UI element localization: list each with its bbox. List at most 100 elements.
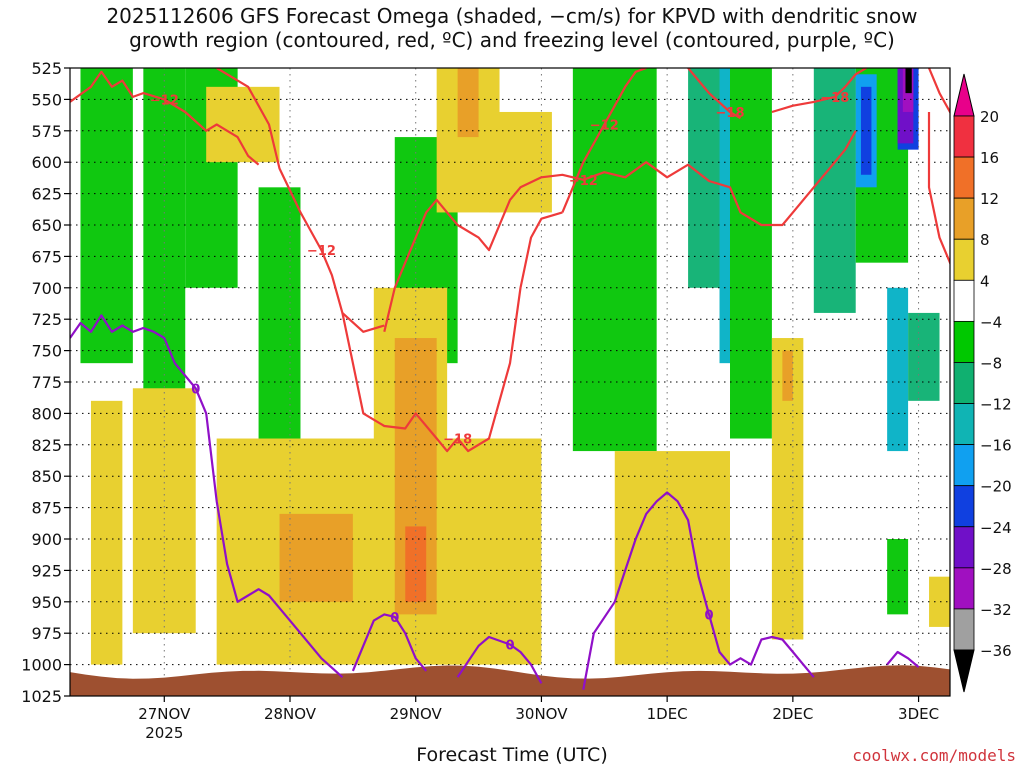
omega-region-30 [279, 513, 353, 602]
omega-region-12 [908, 312, 940, 401]
purple-contour-3 [582, 491, 815, 690]
omega-region-8 [730, 68, 772, 439]
colorbar-label-12: −32 [980, 601, 1012, 619]
colorbar-swatch-11 [953, 567, 975, 610]
colorbar-swatch-7 [953, 403, 975, 446]
colorbar-swatch-6 [953, 362, 975, 404]
colorbar-label-6: −8 [980, 354, 1002, 372]
red-contour-label-2: −18 [443, 433, 472, 448]
omega-region-9 [813, 68, 856, 313]
colorbar-label-8: −16 [980, 437, 1012, 455]
omega-region-11 [887, 287, 909, 452]
omega-region-5 [572, 68, 657, 452]
red-contour-label-6: −18 [820, 91, 849, 106]
y-tick-label-16: 925 [31, 561, 62, 580]
colorbar-swatch-12 [953, 608, 975, 651]
omega-shading-layer [80, 68, 950, 665]
omega-region-0 [80, 68, 133, 364]
colorbar-swatch-8 [953, 444, 975, 487]
omega-region-20 [90, 400, 123, 665]
x-tick-label-4: 1DEC [647, 705, 688, 723]
omega-region-15 [860, 86, 872, 175]
red-contour-1 [216, 68, 385, 333]
colorbar-swatch-5 [953, 320, 975, 363]
y-tick-label-3: 600 [31, 153, 62, 172]
y-tick-label-13: 850 [31, 467, 62, 486]
omega-region-27 [614, 451, 730, 665]
red-contour-6 [771, 68, 867, 114]
y-axis: 525 550 575 600 625 650 675 700 725 750 775 800 825 8… [21, 59, 70, 706]
y-tick-label-8: 725 [31, 310, 62, 329]
y-tick-label-17: 950 [31, 593, 62, 612]
red-contour-label-1: −12 [307, 244, 336, 259]
omega-region-13 [887, 539, 909, 615]
red-contour-label-0: −12 [150, 93, 179, 108]
terrain-layer [70, 665, 950, 696]
colorbar-label-10: −24 [980, 519, 1012, 537]
chart-title-line-2: growth region (contoured, red, ºC) and f… [129, 28, 895, 52]
colorbar: 20 16 12 8 4 −4 −8 −12 −16 −20 −24 −28 −32 −36 [953, 73, 1012, 693]
colorbar-top-triangle [953, 73, 975, 117]
red-contour-4 [561, 68, 647, 213]
y-tick-label-0: 525 [31, 59, 62, 78]
colorbar-label-7: −12 [980, 396, 1012, 414]
colorbar-swatch-9 [953, 485, 975, 528]
purple-contour-1 [351, 613, 428, 672]
y-tick-label-15: 900 [31, 530, 62, 549]
colorbar-swatch-2 [953, 197, 975, 240]
y-tick-label-14: 875 [31, 499, 62, 518]
red-contour-5 [687, 68, 742, 120]
y-tick-label-1: 550 [31, 90, 62, 109]
colorbar-label-13: −36 [980, 642, 1012, 660]
colorbar-bottom-triangle [953, 649, 975, 693]
y-tick-label-19: 1000 [21, 656, 62, 675]
colorbar-label-5: −4 [980, 313, 1002, 331]
x-tick-label-0: 27NOV [138, 705, 191, 723]
colorbar-label-0: 20 [980, 108, 999, 126]
colorbar-swatch-1 [953, 156, 975, 199]
y-tick-label-6: 675 [31, 247, 62, 266]
y-tick-label-4: 625 [31, 185, 62, 204]
chart-title-line-1: 2025112606 GFS Forecast Omega (shaded, −… [106, 4, 918, 28]
purple-contour-4 [886, 650, 920, 668]
red-contour-8 [927, 112, 950, 266]
colorbar-label-11: −28 [980, 560, 1012, 578]
purple-contour-label-2: 0 [505, 639, 514, 654]
purple-contour-label-1: 0 [390, 611, 399, 626]
terrain-fill [70, 665, 950, 696]
colorbar-swatch-4 [953, 279, 975, 322]
x-axis-label: Forecast Time (UTC) [416, 744, 608, 766]
x-tick-label-6: 3DEC [898, 705, 939, 723]
credit-link[interactable]: coolwx.com/models [852, 746, 1016, 765]
purple-contour-2 [456, 635, 543, 684]
colorbar-label-2: 12 [980, 190, 999, 208]
omega-region-34 [782, 350, 793, 401]
purple-contour-label-3: 0 [705, 608, 714, 623]
red-contour-0 [70, 70, 260, 166]
y-tick-label-11: 800 [31, 404, 62, 423]
x-tick-label-5: 2DEC [772, 705, 813, 723]
colorbar-label-1: 16 [980, 149, 999, 167]
x-tick-sublabel-0: 2025 [145, 724, 183, 742]
y-tick-label-12: 825 [31, 436, 62, 455]
red-contour-label-5: −18 [716, 106, 745, 121]
red-contour-label-4: −12 [590, 119, 619, 134]
chart-title: 2025112606 GFS Forecast Omega (shaded, −… [0, 4, 1024, 52]
y-tick-label-9: 750 [31, 342, 62, 361]
y-tick-label-18: 975 [31, 624, 62, 643]
omega-region-33 [405, 526, 427, 602]
colorbar-label-3: 8 [980, 231, 990, 249]
purple-contour-label-0: 0 [191, 382, 200, 397]
omega-region-29 [929, 576, 950, 627]
colorbar-swatch-3 [953, 238, 975, 281]
colorbar-swatch-0 [953, 115, 975, 158]
red-contour-2 [341, 211, 563, 453]
colorbar-label-9: −20 [980, 478, 1012, 496]
x-tick-label-1: 28NOV [264, 705, 317, 723]
y-tick-label-5: 650 [31, 216, 62, 235]
omega-region-32 [457, 68, 479, 138]
omega-region-19 [905, 68, 912, 94]
purple-contour-0 [70, 314, 344, 679]
